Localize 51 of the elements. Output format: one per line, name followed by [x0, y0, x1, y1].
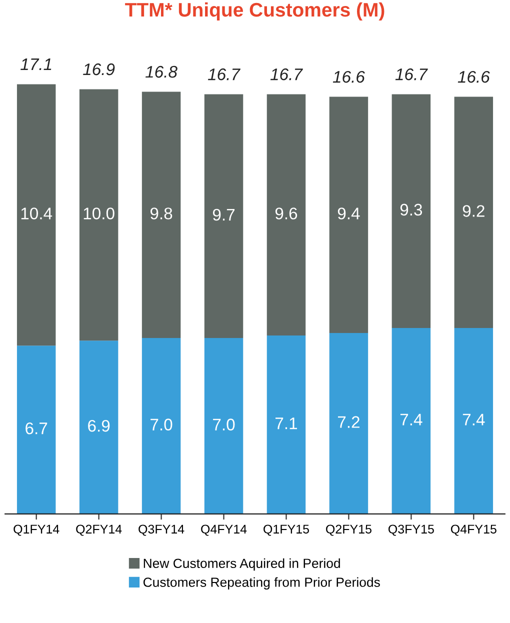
bar	[16, 346, 56, 514]
x-tick-label: Q1FY14	[14, 524, 60, 536]
x-tick-label: Q3FY14	[138, 524, 184, 536]
x-tick-label: Q1FY15	[264, 524, 309, 536]
data-label: 9.8	[150, 208, 172, 220]
bar	[142, 338, 181, 514]
chart-title: TTM* Unique Customers (M)	[125, 2, 384, 21]
data-label: 9.3	[400, 204, 422, 216]
legend-label: New Customers Aquired in Period	[144, 558, 340, 571]
data-label: 10.4	[21, 208, 52, 220]
bar	[16, 84, 56, 346]
data-label: 9.6	[275, 208, 298, 220]
data-label: 7.0	[213, 418, 235, 430]
total-label: 16.8	[146, 66, 178, 78]
bar	[266, 94, 306, 336]
x-tick-label: Q3FY15	[388, 524, 434, 536]
total-label: 17.1	[20, 58, 52, 70]
legend-label: Customers Repeating from Prior Periods	[143, 577, 380, 590]
bar	[329, 333, 368, 514]
data-label: 9.2	[462, 205, 484, 217]
data-label: 7.1	[276, 418, 298, 430]
bar	[454, 328, 494, 514]
data-label: 7.2	[338, 416, 360, 428]
data-label: 9.7	[212, 208, 235, 221]
bar	[142, 92, 181, 338]
bar	[329, 96, 368, 334]
bar	[392, 94, 431, 328]
bar	[204, 94, 244, 338]
total-label: 16.7	[395, 68, 428, 80]
data-label: 6.7	[26, 422, 48, 434]
data-label: 7.4	[462, 414, 485, 426]
total-label: 16.7	[208, 68, 240, 80]
bar	[79, 340, 118, 514]
bar	[392, 328, 431, 514]
bar	[204, 338, 244, 514]
x-tick-label: Q4FY14	[201, 524, 247, 536]
x-tick-label: Q4FY15	[450, 524, 496, 536]
data-label: 7.4	[400, 414, 422, 426]
total-label: 16.6	[458, 70, 490, 83]
total-label: 16.9	[83, 63, 115, 76]
data-label: 6.9	[88, 420, 110, 432]
data-label: 7.0	[150, 418, 172, 430]
bar	[266, 336, 306, 514]
total-label: 16.7	[270, 68, 303, 80]
total-label: 16.6	[332, 70, 365, 83]
bar	[79, 89, 118, 341]
data-label: 9.4	[338, 208, 360, 220]
bar	[454, 96, 494, 328]
data-label: 10.0	[84, 208, 114, 220]
x-tick-label: Q2FY14	[76, 524, 122, 536]
x-tick-label: Q2FY15	[326, 524, 372, 536]
